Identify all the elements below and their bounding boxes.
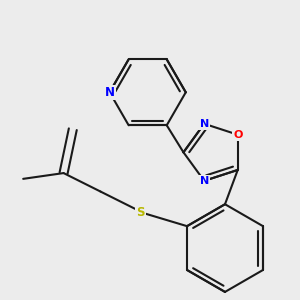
Text: N: N	[200, 176, 209, 186]
Text: S: S	[136, 206, 145, 219]
Text: N: N	[200, 119, 209, 129]
Text: O: O	[233, 130, 242, 140]
Text: N: N	[105, 86, 115, 99]
